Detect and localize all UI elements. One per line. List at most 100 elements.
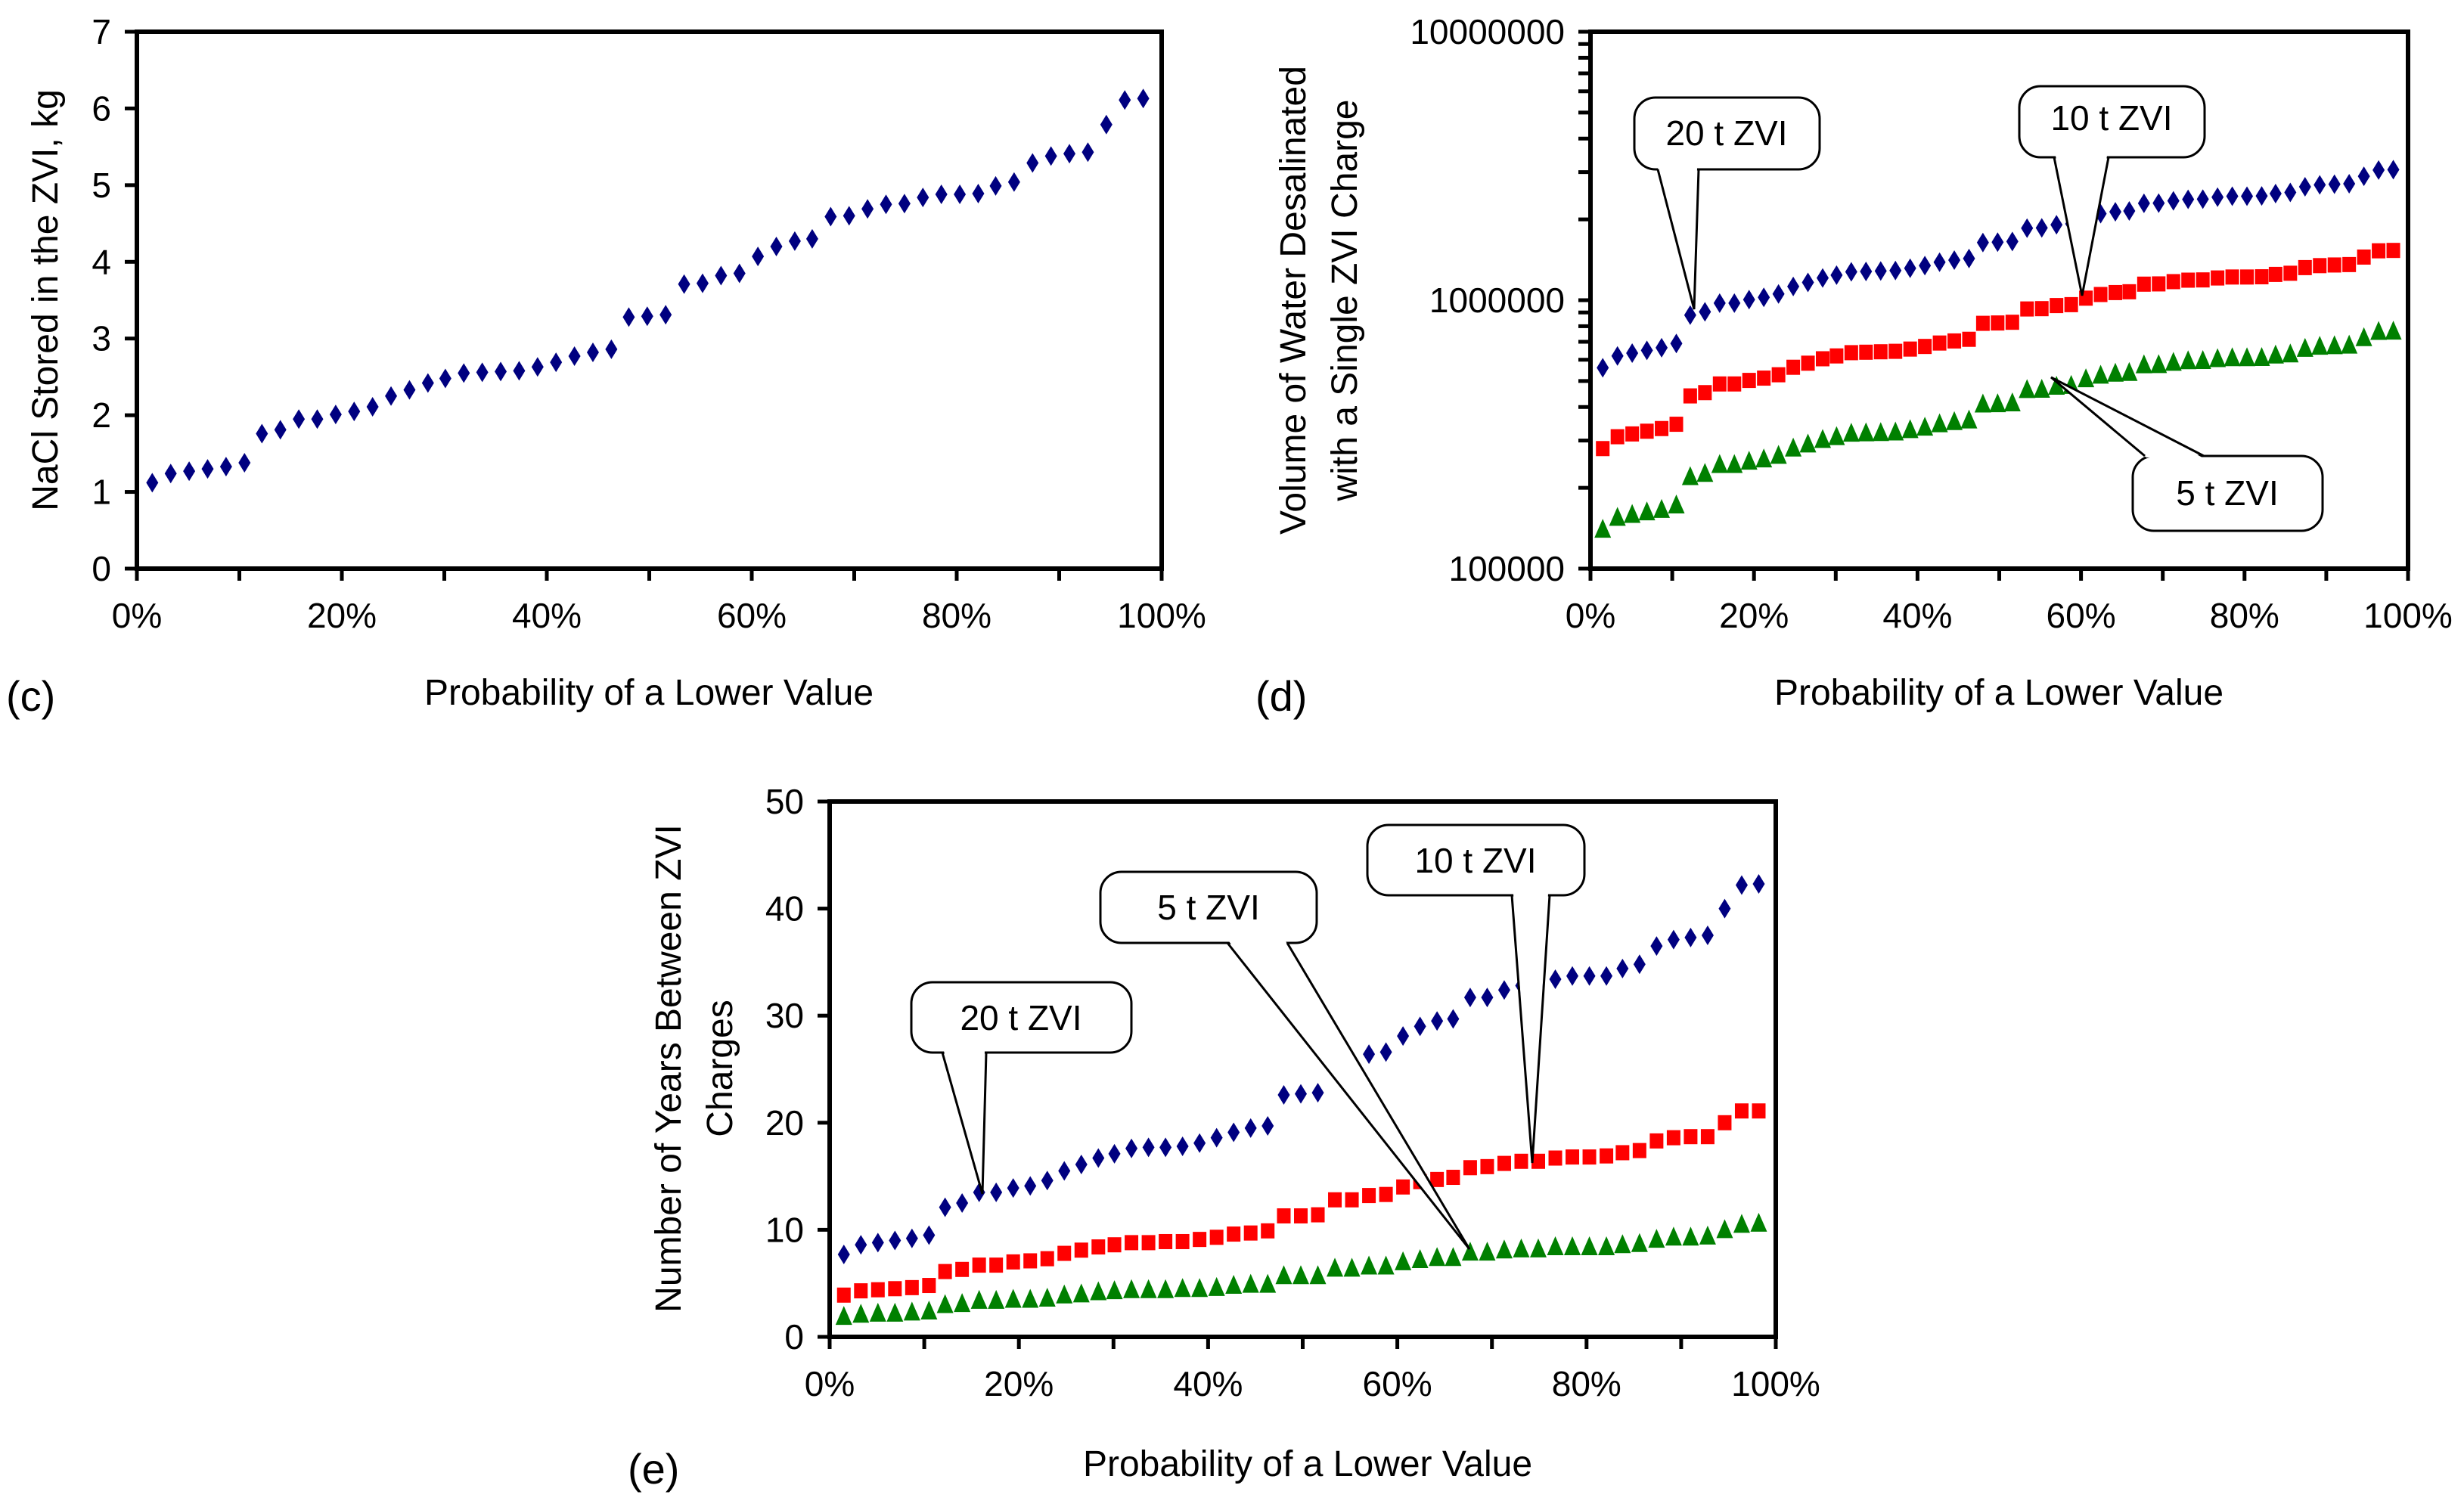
data-point <box>1975 315 1990 331</box>
data-point <box>201 459 214 479</box>
data-point <box>1513 1238 1530 1257</box>
y-tick-label: 10 <box>765 1210 804 1249</box>
chart-e-years-between-charges: 0% 20% 40% 60% 80% 100% 0 10 20 30 40 50 Number of … <box>628 782 1820 1493</box>
data-point <box>1594 519 1612 538</box>
data-point <box>1830 265 1843 285</box>
data-point <box>2255 269 2269 285</box>
data-point <box>1461 1242 1479 1261</box>
data-point <box>2298 177 2311 197</box>
data-point <box>2226 186 2239 206</box>
data-point <box>1786 359 1801 375</box>
data-point <box>905 1228 918 1248</box>
data-point <box>837 1244 850 1264</box>
chart-c-xlabel: Probability of a Lower Value <box>424 673 874 713</box>
data-point <box>2107 362 2124 382</box>
data-point <box>2269 184 2282 204</box>
data-point <box>2372 243 2386 259</box>
data-point <box>2240 269 2255 285</box>
data-point <box>1547 1236 1564 1256</box>
chart-e-panel-label: (e) <box>628 1445 679 1493</box>
callout-e-10t: 10 t ZVI <box>1366 823 1586 1164</box>
data-point <box>1816 351 1830 367</box>
data-point <box>1665 1226 1682 1246</box>
data-point <box>1091 1239 1106 1255</box>
data-point <box>1294 1084 1307 1104</box>
data-point <box>421 373 434 393</box>
data-point <box>183 461 196 482</box>
data-point <box>641 306 653 327</box>
data-point <box>1361 1255 1378 1275</box>
data-point <box>1123 1279 1140 1298</box>
x-tick-label: 60% <box>717 596 787 635</box>
data-point <box>2370 321 2388 340</box>
data-point <box>1395 1251 1412 1270</box>
data-point <box>1918 339 1932 355</box>
data-point <box>1040 1251 1054 1267</box>
data-point <box>1106 1280 1123 1300</box>
data-point <box>1718 1115 1732 1130</box>
callout-e-5t: 5 t ZVI <box>1099 870 1471 1250</box>
data-point <box>989 175 1002 196</box>
data-point <box>1991 232 2004 253</box>
data-point <box>1610 429 1625 445</box>
y-tick-label: 1000000 <box>1429 281 1565 320</box>
data-point <box>1772 284 1785 304</box>
y-tick-label: 30 <box>765 996 804 1035</box>
data-point <box>917 188 929 208</box>
data-point <box>1872 422 1889 442</box>
data-point <box>2211 270 2225 286</box>
data-point <box>920 1301 938 1320</box>
data-point <box>2121 361 2138 381</box>
data-point <box>2239 347 2256 367</box>
data-point <box>1107 1237 1122 1253</box>
x-tick-label: 20% <box>1719 596 1789 635</box>
data-point <box>2196 189 2209 209</box>
data-point <box>1814 429 1832 448</box>
data-point <box>531 357 544 377</box>
data-point <box>2342 256 2357 272</box>
data-point <box>854 1283 868 1299</box>
data-point <box>1379 1186 1393 1202</box>
data-point <box>1275 1265 1293 1285</box>
data-point <box>2328 174 2341 194</box>
data-point <box>1718 898 1731 919</box>
data-point <box>2386 243 2400 259</box>
data-point <box>2137 193 2150 213</box>
data-point <box>1742 373 1756 389</box>
callout-label: 10 t ZVI <box>1414 841 1536 880</box>
data-point <box>1411 1249 1429 1269</box>
chart-c-points <box>146 88 1150 493</box>
data-point <box>1259 1273 1277 1293</box>
y-tick-label: 2 <box>92 395 111 435</box>
data-point <box>1026 153 1039 173</box>
data-point <box>1699 302 1711 322</box>
chart-e-ylabel-line1: Number of Years Between ZVI <box>649 824 689 1313</box>
chart-e-axes: 0% 20% 40% 60% 80% 100% 0 10 20 30 40 50 <box>765 782 1820 1403</box>
data-point <box>2327 257 2341 273</box>
data-point <box>256 423 268 444</box>
data-point <box>2355 327 2372 346</box>
data-point <box>2343 174 2356 194</box>
data-point <box>1656 337 1668 358</box>
data-point <box>1857 422 1875 442</box>
data-point <box>1529 1238 1547 1257</box>
data-point <box>2196 272 2210 288</box>
y-tick-label: 50 <box>765 782 804 821</box>
data-point <box>836 1287 851 1303</box>
series-5-t-zvi <box>1594 321 2402 538</box>
data-point <box>2209 348 2227 367</box>
data-point <box>1976 232 1989 253</box>
x-tick-label: 100% <box>2363 596 2453 635</box>
data-point <box>1960 409 1978 429</box>
data-point <box>889 1230 902 1251</box>
data-point <box>1193 1232 1207 1248</box>
data-point <box>2064 296 2078 312</box>
series-nacl <box>146 88 1150 493</box>
data-point <box>1740 451 1758 470</box>
data-point <box>788 231 801 251</box>
data-point <box>2050 298 2064 314</box>
data-point <box>1600 1148 1614 1164</box>
data-point <box>1075 1155 1088 1175</box>
x-tick-label: 100% <box>1117 596 1206 635</box>
data-point <box>1497 1155 1511 1171</box>
